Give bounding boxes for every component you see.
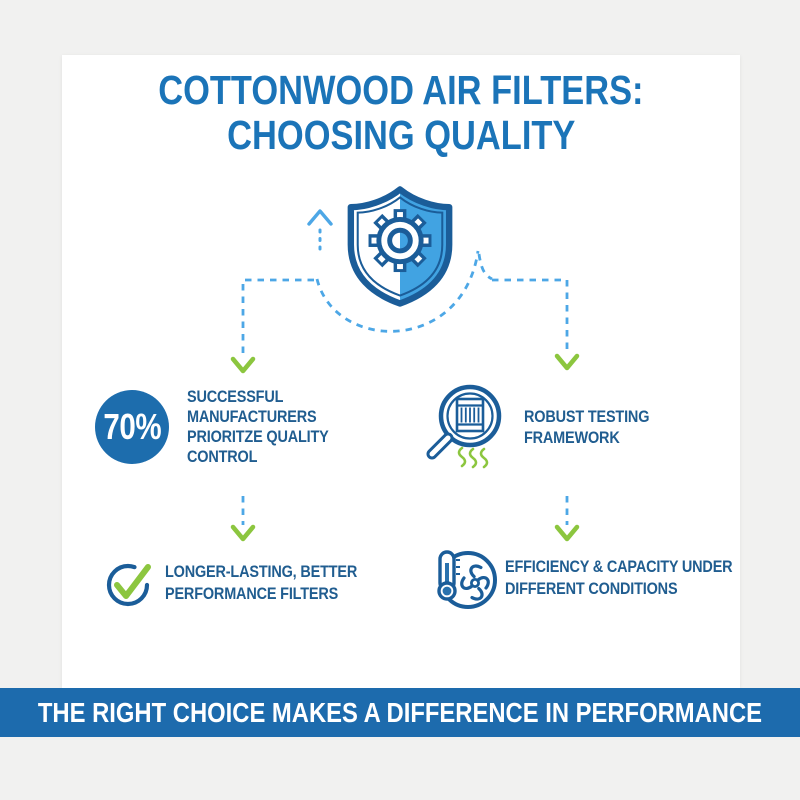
node-label-quality-control: SUCCESSFUL MANUFACTURERS PRIORITZE QUALI… [187,387,329,466]
percent-badge: 70% [95,390,169,464]
magnifier-filter-icon [426,384,502,469]
dashed-arc [315,250,480,333]
dashed-connector-lines [241,250,569,525]
magnifier-handle [426,432,454,460]
chevron-down-icons [230,353,580,542]
check-circle-icon [106,563,151,607]
shield-gear-icon [347,186,453,307]
footer-banner-text: THE RIGHT CHOICE MAKES A DIFFERENCE IN P… [37,696,763,728]
thermometer-glyph [437,550,460,601]
page-title-line2: CHOOSING QUALITY [226,112,576,158]
infographic-card [62,55,740,688]
page-title: COTTONWOOD AIR FILTERS: CHOOSING QUALITY [62,68,740,158]
percent-value: 70% [103,406,161,447]
fan-glyph [460,564,490,601]
air-filter-glyph [455,397,485,433]
node-label-different-conditions: EFFICIENCY & CAPACITY UNDER DIFFERENT CO… [505,557,733,598]
chevron-down-icon [554,524,580,542]
node-label-better-filters: LONGER-LASTING, BETTER PERFORMANCE FILTE… [165,562,358,603]
chevron-up-icon [307,209,333,254]
node-label-testing-framework: ROBUST TESTING FRAMEWORK [524,407,650,447]
footer-banner: THE RIGHT CHOICE MAKES A DIFFERENCE IN P… [0,688,800,737]
dashed-right-curve [477,253,493,281]
thermometer-fan-icon [437,550,497,609]
chevron-down-icon [230,356,256,374]
dashed-left-connector [241,278,314,357]
airflow-squiggles [457,446,489,469]
checkmark [114,564,151,599]
gear-icon [368,209,432,273]
page-title-line1: COTTONWOOD AIR FILTERS: [158,67,644,113]
chevron-down-icon [230,524,256,542]
chevron-down-icon [554,353,580,371]
dashed-right-connector [492,278,569,354]
